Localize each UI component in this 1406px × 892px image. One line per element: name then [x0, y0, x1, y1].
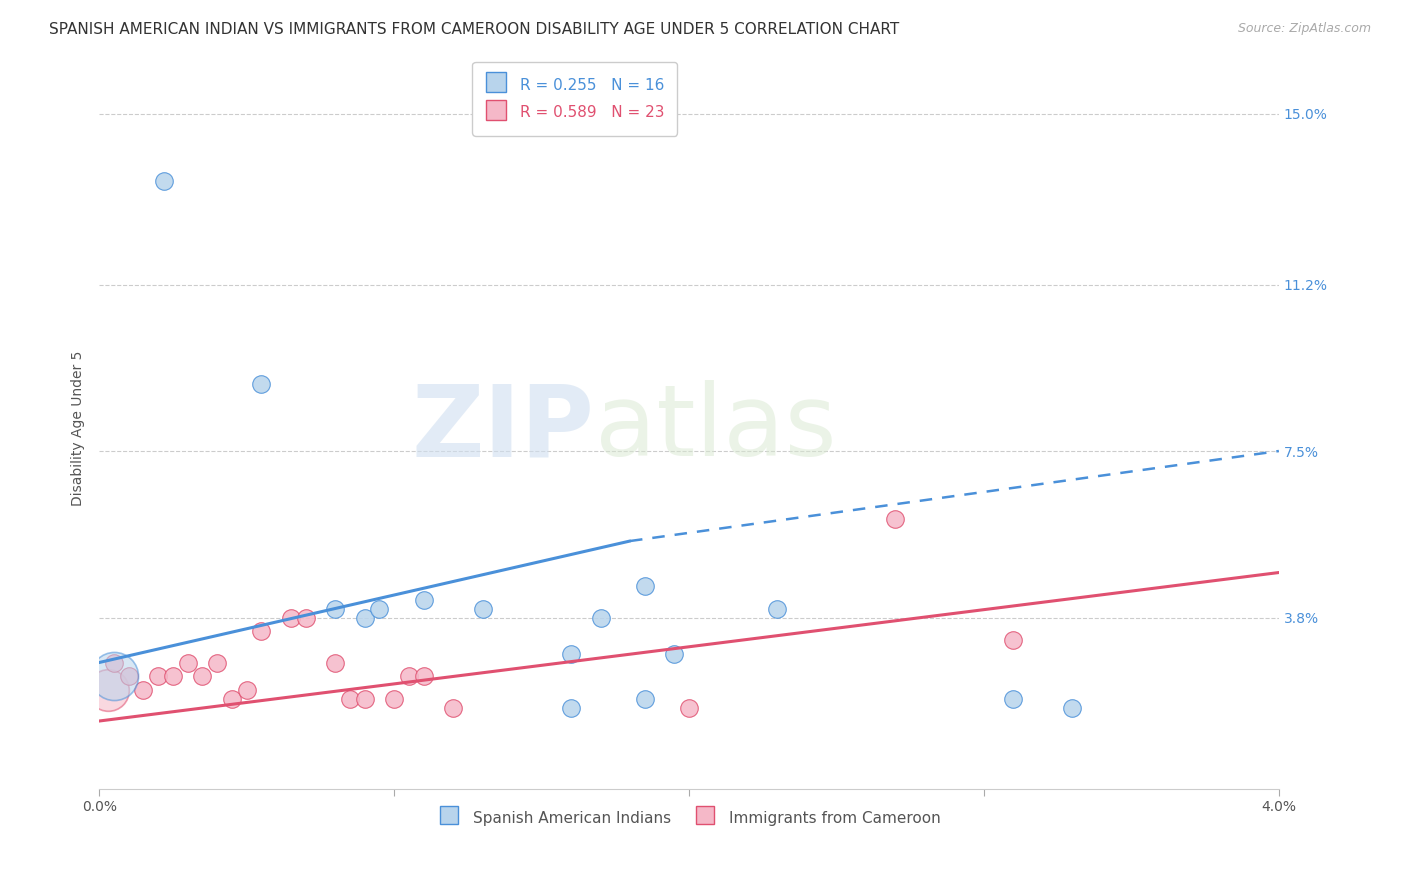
Legend: Spanish American Indians, Immigrants from Cameroon: Spanish American Indians, Immigrants fro… [432, 801, 946, 835]
Point [280, 610, 302, 624]
Point [766, 601, 789, 615]
Point [678, 700, 700, 714]
Point [235, 682, 257, 697]
Point [398, 669, 420, 683]
Point [103, 669, 125, 683]
Point [339, 691, 361, 706]
Text: atlas: atlas [595, 380, 837, 477]
Point [250, 376, 273, 391]
Point [589, 610, 612, 624]
Point [1062, 700, 1084, 714]
Point [153, 174, 176, 188]
Point [191, 669, 214, 683]
Point [634, 579, 657, 593]
Text: Source: ZipAtlas.com: Source: ZipAtlas.com [1237, 22, 1371, 36]
Point [884, 511, 907, 525]
Text: SPANISH AMERICAN INDIAN VS IMMIGRANTS FROM CAMEROON DISABILITY AGE UNDER 5 CORRE: SPANISH AMERICAN INDIAN VS IMMIGRANTS FR… [49, 22, 900, 37]
Point [382, 691, 405, 706]
Point [560, 647, 582, 661]
Point [146, 669, 169, 683]
Point [1002, 691, 1025, 706]
Point [221, 691, 243, 706]
Point [471, 601, 494, 615]
Point [162, 669, 184, 683]
Point [294, 610, 316, 624]
Text: ZIP: ZIP [412, 380, 595, 477]
Point [441, 700, 464, 714]
Point [117, 669, 139, 683]
Point [412, 592, 434, 607]
Point [97, 682, 120, 697]
Point [250, 624, 273, 638]
Y-axis label: Disability Age Under 5: Disability Age Under 5 [72, 351, 86, 507]
Point [103, 656, 125, 670]
Point [176, 656, 198, 670]
Point [353, 691, 375, 706]
Point [368, 601, 391, 615]
Point [560, 700, 582, 714]
Point [412, 669, 434, 683]
Point [132, 682, 155, 697]
Point [323, 656, 346, 670]
Point [205, 656, 228, 670]
Point [634, 691, 657, 706]
Point [353, 610, 375, 624]
Point [664, 647, 686, 661]
Point [1002, 633, 1025, 648]
Point [323, 601, 346, 615]
